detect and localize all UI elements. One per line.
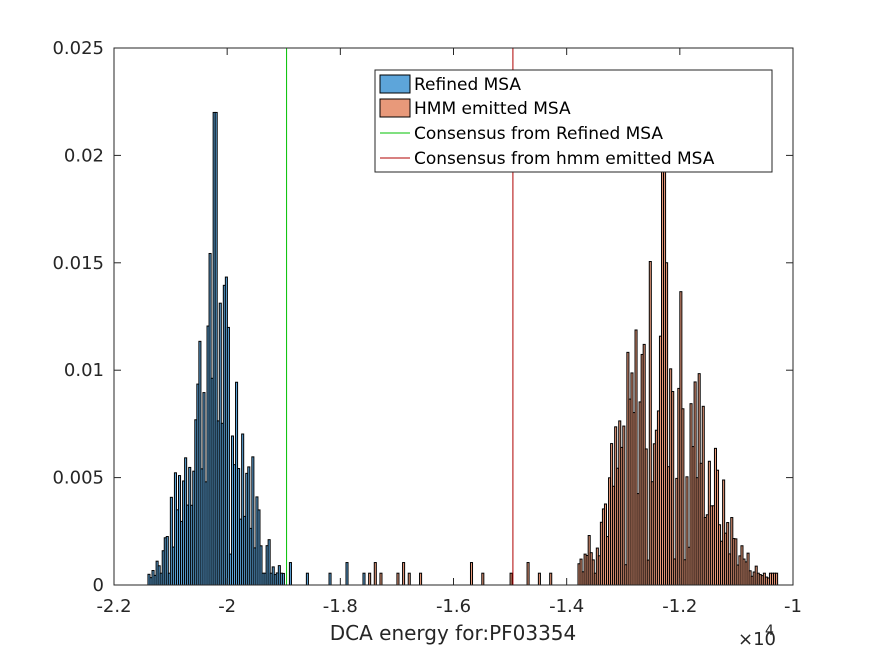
histogram-tail-bar-3	[345, 562, 349, 586]
y-tick-label: 0.005	[52, 468, 104, 489]
legend-swatch-refined	[379, 74, 411, 94]
y-tick-label: 0	[93, 575, 104, 596]
x-tick-label: -1.6	[436, 596, 471, 617]
histogram-tail-bar-8	[396, 572, 400, 586]
histogram-tail-bar-15	[526, 562, 530, 586]
histogram-tail-bar-9	[402, 562, 406, 586]
histogram-tail-bar-0	[288, 562, 292, 586]
histogram-tail-bar-13	[481, 572, 485, 586]
x-tick-label: -1.4	[549, 596, 584, 617]
legend-label-consensus-hmm: Consensus from hmm emitted MSA	[414, 149, 715, 169]
legend-box	[374, 69, 773, 173]
x-exponent-power: 4	[765, 623, 774, 639]
legend-label-consensus-refined: Consensus from Refined MSA	[414, 124, 663, 144]
x-tick-label: -1	[784, 596, 802, 617]
histogram-bar-refined-39	[226, 326, 230, 586]
histogram-tail-bar-2	[328, 572, 332, 586]
legend-swatch-hmm	[379, 98, 411, 118]
histogram-tail-bar-17	[549, 572, 553, 586]
histogram-tail-bar-10	[407, 572, 411, 586]
histogram-bar-refined-66	[281, 572, 285, 586]
histogram-tail-bar-5	[368, 572, 372, 586]
histogram-bar-hmm-51	[681, 408, 685, 586]
histogram-bars	[147, 111, 779, 586]
x-tick-label: -2	[218, 596, 236, 617]
x-tick-label: -1.8	[323, 596, 358, 617]
x-exponent-multiplier: ×10	[738, 629, 776, 650]
histogram-tail-bar-16	[537, 572, 541, 586]
y-tick-label: 0.02	[64, 145, 104, 166]
histogram-bar-hmm-22	[622, 425, 626, 586]
y-tick-label: 0.01	[64, 360, 104, 381]
x-axis-label: DCA energy for:PF03354	[330, 621, 577, 645]
x-tick-label: -1.2	[662, 596, 697, 617]
histogram-tail-bar-1	[305, 572, 309, 586]
histogram-tail-bar-12	[469, 562, 474, 586]
legend-label-refined: Refined MSA	[414, 75, 521, 95]
histogram-tail-bar-4	[362, 572, 366, 586]
histogram-tail-bar-14	[509, 572, 513, 586]
x-tick-label: -2.2	[96, 596, 131, 617]
legend-label-hmm: HMM emitted MSA	[414, 99, 571, 119]
histogram-bar-hmm-97	[775, 572, 779, 586]
histogram-tail-bar-7	[379, 572, 383, 586]
y-tick-label: 0.025	[52, 38, 104, 59]
legend: Refined MSA HMM emitted MSA Consensus fr…	[374, 69, 773, 173]
axis-ticks: -2.2 -2 -1.8 -1.6 -1.4 -1.2 -1 0 0.005 0.01 0.015 0…	[52, 38, 802, 617]
histogram-bar-hmm-46	[671, 391, 675, 586]
histogram-tail-bar-6	[373, 562, 377, 586]
y-tick-label: 0.015	[52, 253, 104, 274]
histogram-tail-bar-11	[419, 572, 423, 586]
